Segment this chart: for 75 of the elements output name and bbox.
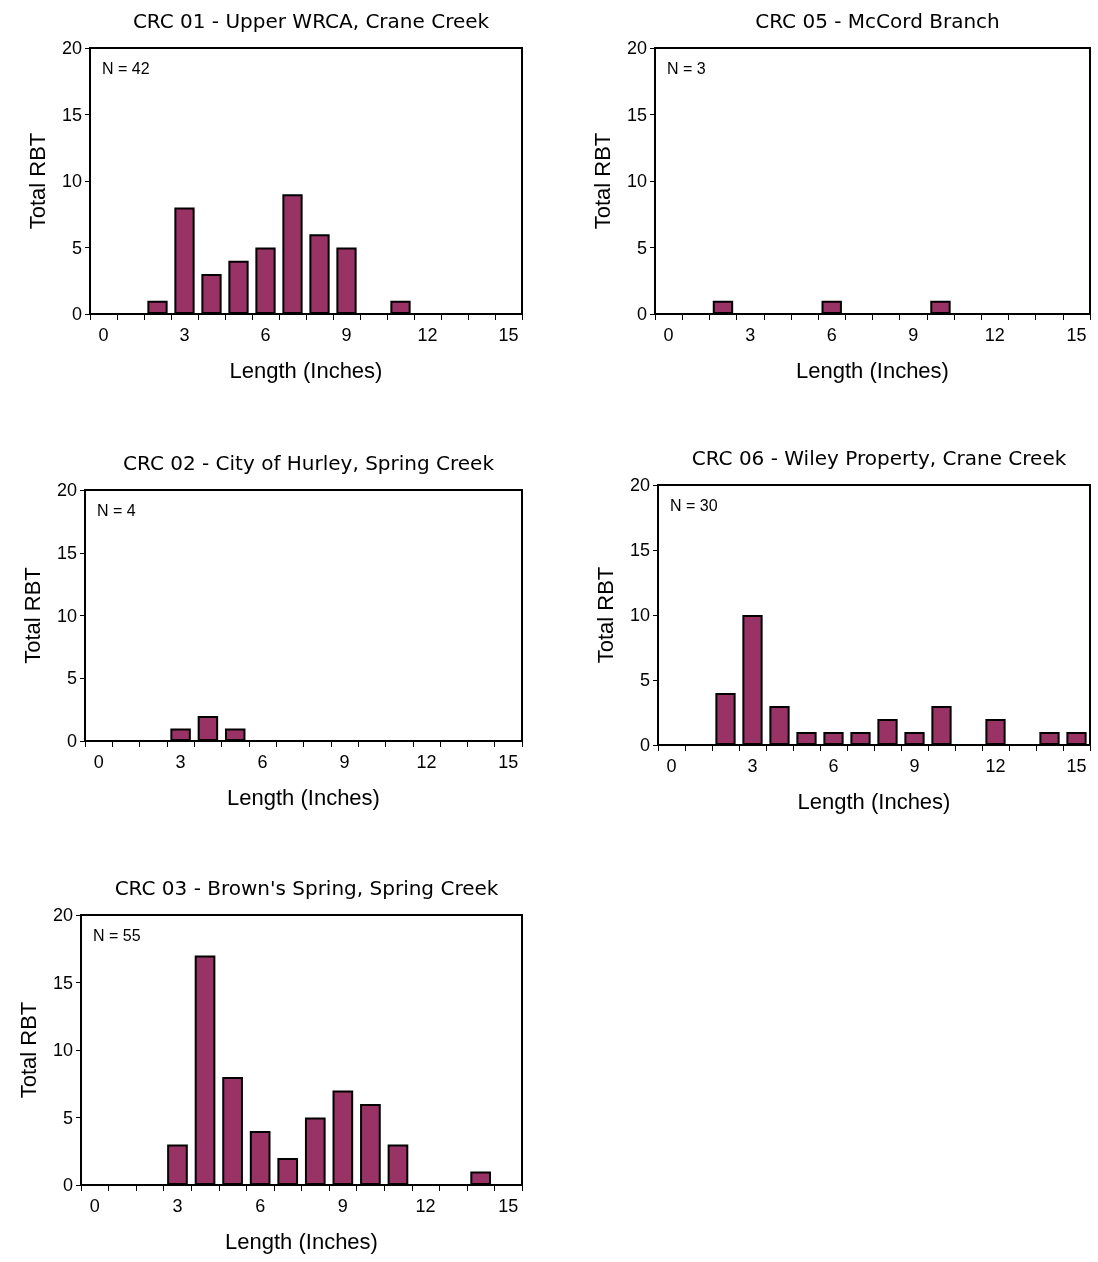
x-tick-label: 6	[826, 325, 837, 345]
y-tick-label: 20	[56, 480, 77, 500]
y-tick-label: 0	[639, 735, 650, 755]
x-tick-label: 9	[337, 1196, 348, 1216]
y-tick-label: 15	[52, 972, 73, 993]
y-tick-label: 10	[629, 605, 650, 625]
y-tick-label: 5	[639, 670, 650, 690]
x-tick-label: 0	[98, 325, 109, 345]
x-tick-label: 12	[984, 325, 1005, 345]
y-axis-title: Total RBT	[19, 567, 45, 664]
x-axis-title: Length (Inches)	[796, 357, 949, 383]
x-tick-label: 12	[417, 325, 438, 345]
y-tick-label: 0	[62, 1175, 73, 1195]
x-tick-label: 12	[985, 756, 1006, 776]
x-tick-label: 6	[257, 752, 268, 772]
x-tick-label: 12	[416, 752, 437, 772]
x-tick-label: 9	[341, 325, 352, 345]
chart-title: CRC 01 - Upper WRCA, Crane Creek	[132, 9, 490, 33]
y-tick-label: 10	[626, 171, 647, 191]
x-tick-label: 9	[339, 752, 350, 772]
y-axis-title: Total RBT	[15, 1001, 41, 1099]
y-tick-label: 5	[62, 1107, 73, 1128]
y-tick-label: 0	[636, 304, 647, 324]
x-tick-label: 6	[255, 1196, 266, 1216]
chart-title: CRC 02 - City of Hurley, Spring Creek	[123, 451, 495, 475]
y-tick-label: 20	[629, 475, 650, 495]
x-tick-label: 3	[745, 325, 756, 345]
x-tick-label: 6	[828, 756, 839, 776]
annotation: N = 3	[667, 59, 706, 77]
x-tick-label: 15	[1066, 756, 1087, 776]
y-tick-label: 5	[66, 668, 77, 689]
y-tick-label: 15	[626, 104, 647, 125]
chart-title: CRC 06 - Wiley Property, Crane Creek	[691, 446, 1067, 470]
x-tick-label: 15	[498, 1196, 519, 1216]
y-tick-label: 5	[636, 237, 647, 258]
x-tick-label: 3	[175, 752, 186, 772]
y-tick-label: 20	[626, 38, 647, 58]
x-tick-label: 3	[747, 756, 758, 776]
x-tick-label: 15	[1066, 325, 1087, 345]
chart-title: CRC 05 - McCord Branch	[755, 9, 1000, 33]
y-tick-label: 10	[56, 605, 77, 626]
y-tick-label: 10	[52, 1040, 73, 1060]
x-tick-label: 15	[498, 752, 519, 772]
x-tick-label: 6	[260, 325, 271, 345]
x-tick-label: 0	[89, 1196, 100, 1216]
annotation: N = 55	[93, 926, 141, 944]
x-axis-title: Length (Inches)	[797, 788, 951, 814]
y-tick-label: 5	[71, 237, 82, 258]
x-tick-label: 9	[909, 756, 920, 776]
y-tick-label: 15	[56, 542, 77, 563]
x-tick-label: 0	[93, 752, 104, 772]
x-tick-label: 3	[172, 1196, 183, 1216]
y-tick-label: 15	[61, 104, 82, 125]
x-tick-label: 0	[663, 325, 674, 345]
x-axis-title: Length (Inches)	[227, 784, 380, 810]
y-axis-title: Total RBT	[589, 132, 615, 230]
x-tick-label: 15	[498, 325, 519, 345]
annotation: N = 30	[670, 496, 718, 514]
x-tick-label: 9	[908, 325, 919, 345]
y-tick-label: 10	[61, 171, 82, 191]
x-tick-label: 0	[666, 756, 677, 776]
chart-title: CRC 03 - Brown's Spring, Spring Creek	[114, 876, 499, 900]
y-tick-label: 15	[629, 540, 650, 560]
x-tick-label: 3	[179, 325, 190, 345]
y-tick-label: 0	[71, 304, 82, 324]
y-tick-label: 0	[66, 731, 77, 751]
y-tick-label: 20	[61, 38, 82, 58]
y-tick-label: 20	[52, 905, 73, 925]
annotation: N = 4	[97, 501, 136, 519]
x-axis-title: Length (Inches)	[225, 1228, 378, 1254]
x-tick-label: 12	[415, 1196, 436, 1216]
annotation: N = 42	[102, 59, 150, 77]
y-axis-title: Total RBT	[592, 566, 618, 664]
x-axis-title: Length (Inches)	[229, 357, 383, 383]
y-axis-title: Total RBT	[24, 132, 50, 230]
